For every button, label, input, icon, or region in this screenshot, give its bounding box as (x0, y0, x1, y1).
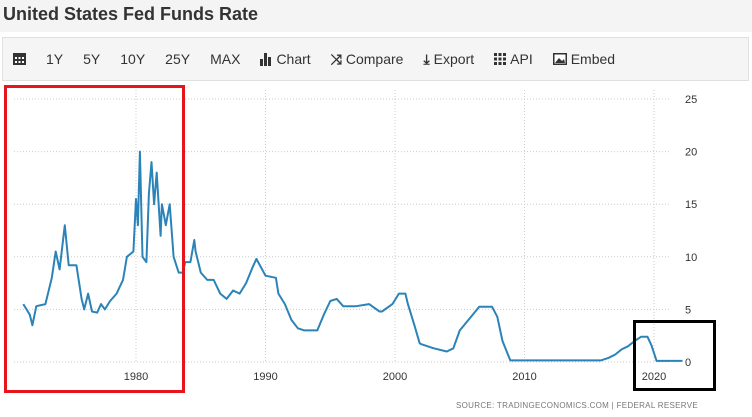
image-icon (552, 53, 567, 65)
line-chart: 0 5 10 15 20 25 1980 1990 2000 2010 2020 (14, 90, 697, 383)
api-label: API (510, 51, 533, 67)
range-max-button[interactable]: MAX (210, 51, 241, 67)
x-tick-label: 1990 (253, 371, 277, 383)
calendar-icon (13, 51, 26, 68)
x-tick-label: 2000 (383, 371, 407, 383)
chart-toolbar: 1Y 5Y 10Y 25Y MAX Chart ⤨ Compare ⤓ Export… (2, 37, 749, 81)
x-tick-label: 1980 (124, 371, 148, 383)
range-10y-button[interactable]: 10Y (120, 51, 146, 67)
range-1y-button[interactable]: 1Y (46, 51, 64, 67)
source-text: SOURCE: TRADINGECONOMICS.COM | FEDERAL R… (456, 401, 698, 410)
chart-panel (0, 32, 752, 417)
y-tick-label: 5 (685, 304, 691, 316)
shuffle-icon: ⤨ (330, 50, 342, 67)
x-tick-label: 2010 (512, 371, 536, 383)
y-tick-label: 20 (685, 147, 697, 159)
y-tick-label: 0 (685, 357, 691, 369)
y-tick-label: 25 (685, 94, 697, 106)
page-title: United States Fed Funds Rate (3, 4, 259, 24)
grid-icon (494, 53, 507, 65)
y-tick-label: 15 (685, 199, 697, 211)
x-tick-label: 2020 (642, 371, 666, 383)
date-range-button[interactable] (13, 51, 26, 68)
black-highlight-box (633, 320, 716, 391)
api-button[interactable]: API (494, 51, 533, 67)
compare-button[interactable]: ⤨ Compare (331, 51, 404, 68)
chart-label: Chart (276, 51, 311, 67)
range-25y-button[interactable]: 25Y (165, 51, 191, 67)
chart-button[interactable]: Chart (260, 51, 311, 67)
compare-label: Compare (345, 51, 404, 67)
red-highlight-box (4, 85, 185, 393)
export-label: Export (433, 51, 475, 67)
range-5y-button[interactable]: 5Y (83, 51, 101, 67)
embed-label: Embed (570, 51, 616, 67)
series-line (22, 150, 683, 362)
export-button[interactable]: ⤓ Export (423, 51, 474, 68)
embed-button[interactable]: Embed (552, 51, 616, 67)
download-icon: ⤓ (423, 50, 430, 67)
y-tick-label: 10 (685, 252, 697, 264)
bar-chart-icon (260, 52, 272, 66)
